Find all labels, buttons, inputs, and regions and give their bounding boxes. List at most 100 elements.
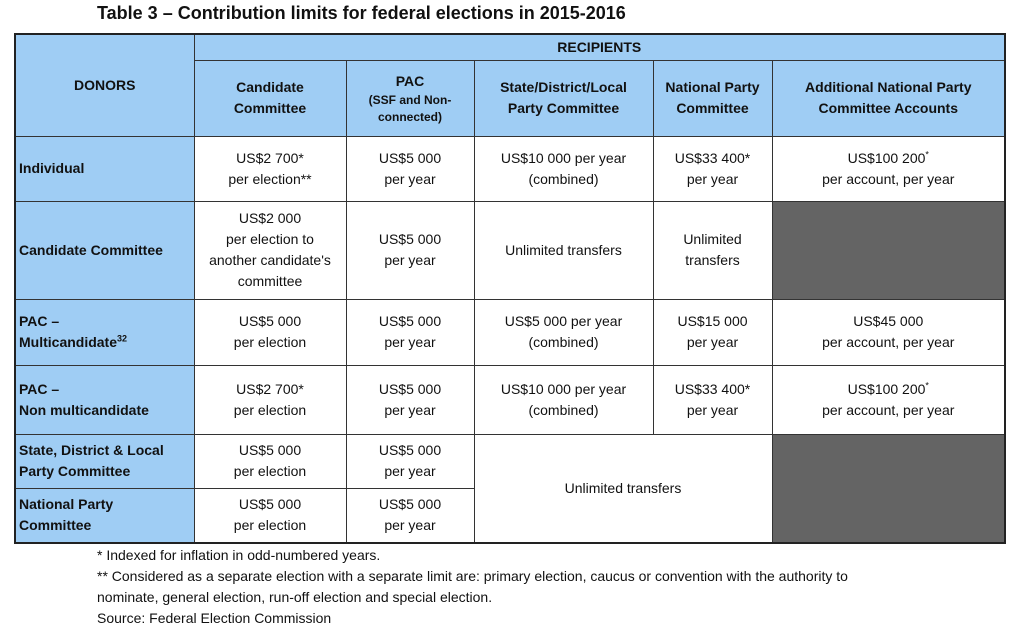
- text-line: per election**: [228, 170, 312, 187]
- text: US$100 200: [847, 149, 926, 166]
- text-line: Individual: [19, 160, 85, 176]
- text-line: Committee: [676, 100, 749, 116]
- cell: US$5 000 per year: [345, 298, 475, 366]
- text-line: US$33 400*: [674, 380, 751, 397]
- text-line: Committee Accounts: [818, 100, 959, 116]
- column-header: PAC (SSF and Non-connected): [345, 59, 475, 137]
- text-line: per year: [384, 252, 436, 268]
- cell: US$10 000 per year (combined): [473, 364, 654, 435]
- column-subtitle: (SSF and Non-connected): [350, 92, 471, 126]
- text-line: Candidate Committee: [19, 241, 163, 258]
- contribution-table: DONORS RECIPIENTS Candidate Committee PAC…: [14, 33, 1007, 544]
- text-line: per election: [233, 463, 307, 479]
- text-line: US$45 000: [853, 313, 924, 329]
- text-line: per year: [384, 401, 436, 418]
- cell: US$45 000 per account, per year: [771, 298, 1006, 366]
- text-line: US$100 200*: [776, 148, 1002, 169]
- text-line: US$5 000: [238, 496, 302, 513]
- text-line: US$5 000: [378, 442, 442, 458]
- text-line: transfers: [685, 252, 740, 268]
- text-line: US$10 000 per year: [500, 149, 627, 166]
- text-line: National Party: [19, 496, 114, 513]
- cell: US$5 000 per year: [345, 487, 475, 544]
- text-line: PAC –: [19, 313, 60, 329]
- text-line: US$15 000: [677, 313, 748, 329]
- cell: US$100 200* per account, per year: [771, 135, 1006, 202]
- text-line: US$100 200*: [776, 379, 1002, 400]
- cell: US$5 000 per year: [345, 364, 475, 435]
- not-applicable-cell: [771, 200, 1006, 300]
- cell: US$5 000 per election: [193, 433, 347, 489]
- text-line: State/District/Local: [500, 79, 627, 95]
- cell: US$100 200* per account, per year: [771, 364, 1006, 435]
- text-line: Committee: [233, 100, 307, 116]
- donors-header: DONORS: [14, 33, 195, 137]
- text-line: Multicandidate32: [19, 332, 191, 353]
- text-line: PAC –: [19, 380, 60, 397]
- column-header: State/District/Local Party Committee: [473, 59, 654, 137]
- cell: Unlimited transfers: [652, 200, 773, 300]
- text-line: committee: [237, 273, 303, 289]
- superscript: *: [925, 148, 929, 159]
- donor: State, District & Local Party Committee: [14, 433, 195, 489]
- cell: US$2 000 per election to another candidate…: [193, 200, 347, 300]
- text-line: US$5 000: [378, 313, 442, 329]
- text-line: US$5 000: [238, 313, 302, 329]
- text-line: Non multicandidate: [19, 401, 149, 418]
- text-line: per year: [686, 170, 739, 187]
- text-line: per election to: [226, 231, 314, 247]
- text-line: per election: [233, 517, 307, 534]
- cell: US$5 000 per year: [345, 200, 475, 300]
- table-title: Table 3 – Contribution limits for federa…: [97, 3, 626, 23]
- text-line: per year: [384, 170, 436, 187]
- text-line: US$2 700*: [236, 380, 304, 397]
- cell: US$15 000 per year: [652, 298, 773, 366]
- column-title: PAC: [395, 72, 425, 89]
- text-line: Party Committee: [507, 100, 620, 116]
- text-line: National Party: [665, 79, 760, 95]
- text-line: per year: [686, 401, 739, 418]
- text: Multicandidate: [19, 334, 118, 350]
- cell: US$2 700* per election**: [193, 135, 347, 202]
- column-header: National Party Committee: [652, 59, 773, 137]
- text-line: Committee: [19, 517, 92, 534]
- text-line: per election: [233, 334, 307, 350]
- text-line: (SSF and Non-: [368, 92, 452, 107]
- footnotes: * Indexed for inflation in odd-numbered …: [97, 545, 897, 629]
- text-line: (combined): [528, 170, 599, 187]
- cell: US$10 000 per year (combined): [473, 135, 654, 202]
- cell: US$2 700* per election: [193, 364, 347, 435]
- text-line: US$5 000: [238, 442, 302, 458]
- text-line: US$5 000 per year: [504, 313, 623, 329]
- cell: US$33 400* per year: [652, 364, 773, 435]
- shared-cell: Unlimited transfers: [473, 433, 773, 544]
- text-line: per year: [686, 334, 739, 350]
- superscript: 32: [117, 333, 128, 344]
- cell: US$5 000 per year: [345, 135, 475, 202]
- donor: PAC – Multicandidate32: [14, 298, 195, 366]
- cell: Unlimited transfers: [473, 200, 654, 300]
- text-line: (combined): [528, 334, 599, 350]
- column-header: Candidate Committee: [193, 59, 347, 137]
- text-line: US$5 000: [378, 380, 442, 397]
- text-line: per year: [384, 463, 436, 479]
- column-header: Additional National Party Committee Accou…: [771, 59, 1006, 137]
- text-line: per year: [384, 517, 436, 534]
- cell: US$33 400* per year: [652, 135, 773, 202]
- text-line: (combined): [528, 401, 599, 418]
- superscript: *: [925, 379, 929, 390]
- donor: National Party Committee: [14, 487, 195, 544]
- text-line: Additional National Party: [805, 79, 972, 95]
- text-line: US$2 000: [238, 210, 302, 226]
- text-line: US$5 000: [378, 496, 442, 513]
- text-line: per year: [384, 334, 436, 350]
- not-applicable-cell: [771, 433, 1006, 544]
- text-line: connected): [377, 109, 442, 124]
- text-line: per account, per year: [822, 170, 955, 187]
- text-line: Party Committee: [19, 463, 131, 479]
- text-line: per election: [233, 401, 307, 418]
- text-line: US$2 700*: [236, 149, 304, 166]
- donor: Candidate Committee: [14, 200, 195, 300]
- footnote: ** Considered as a separate election wit…: [97, 568, 848, 605]
